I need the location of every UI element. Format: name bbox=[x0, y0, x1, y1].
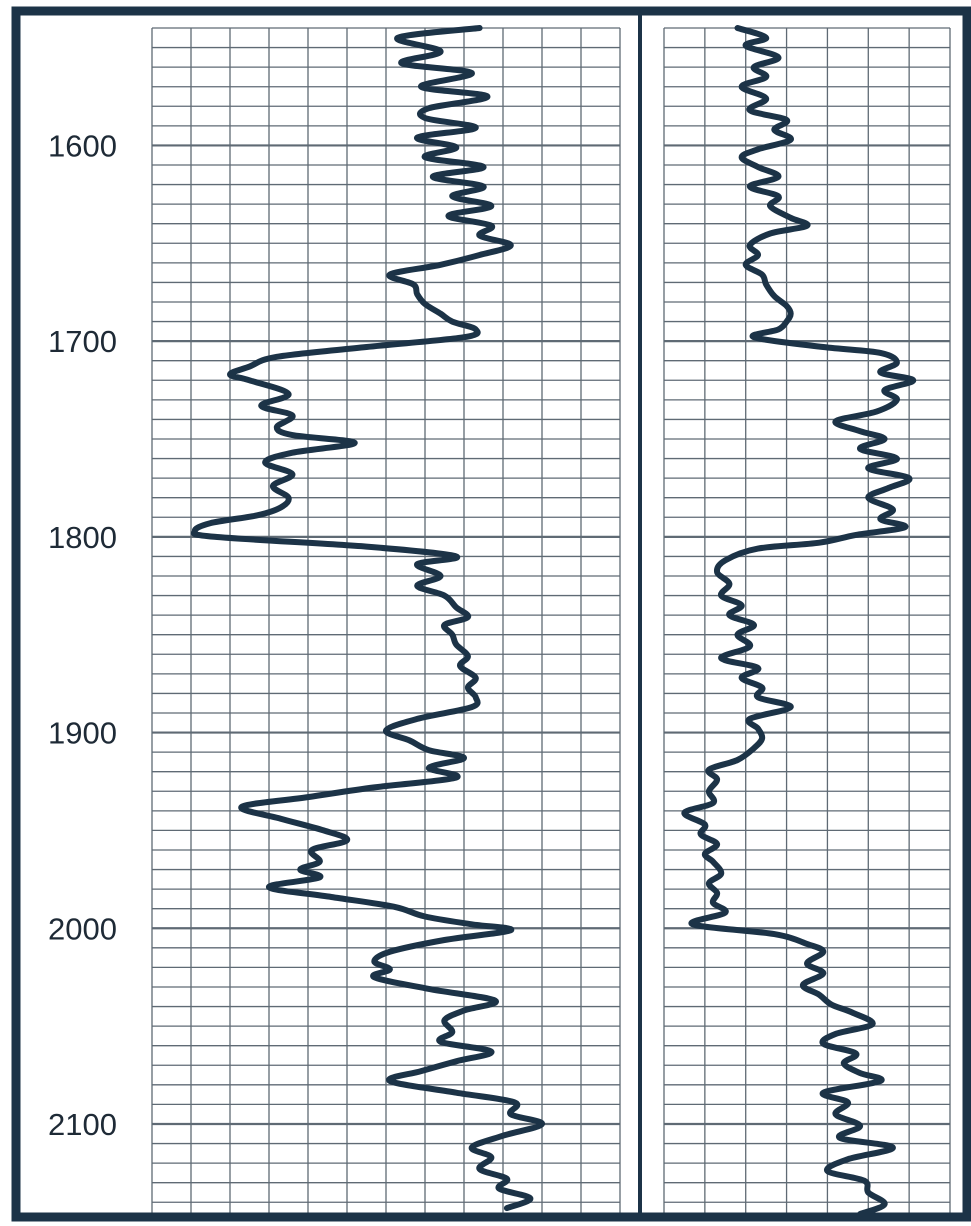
depth-tick-label-2100: 2100 bbox=[48, 1107, 117, 1142]
log-curves bbox=[190, 25, 917, 1217]
track-1-log-curve bbox=[190, 25, 546, 1212]
track-2-log-curve bbox=[681, 25, 917, 1217]
depth-tick-label-2000: 2000 bbox=[48, 911, 117, 946]
depth-tick-label-1800: 1800 bbox=[48, 520, 117, 555]
depth-tick-label-1600: 1600 bbox=[48, 128, 117, 163]
depth-tick-label-1900: 1900 bbox=[48, 716, 117, 751]
outer-border bbox=[11, 6, 971, 1222]
depth-tick-label-1700: 1700 bbox=[48, 324, 117, 359]
chart-frame bbox=[11, 6, 971, 1222]
depth-tick-labels: 1600 1700 1800 1900 2000 2100 bbox=[48, 128, 117, 1142]
